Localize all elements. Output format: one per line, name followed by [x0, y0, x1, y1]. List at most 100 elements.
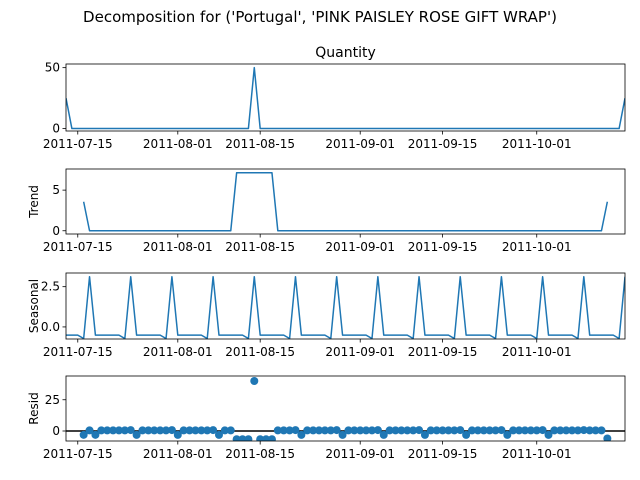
series-line	[66, 275, 625, 339]
x-tick-label: 2011-08-15	[225, 137, 295, 151]
series-line	[82, 171, 609, 232]
resid-point	[532, 426, 541, 435]
resid-point	[250, 377, 259, 385]
resid-point	[244, 435, 253, 441]
resid-point	[603, 434, 612, 441]
resid-point	[409, 426, 418, 435]
x-tick-label: 2011-07-15	[43, 137, 113, 151]
resid-point	[97, 426, 106, 435]
resid-point	[397, 426, 406, 435]
resid-point	[385, 426, 394, 435]
resid-point	[420, 430, 429, 439]
x-tick-label: 2011-09-15	[408, 137, 478, 151]
resid-point	[509, 426, 518, 435]
resid-point	[173, 430, 182, 439]
resid-point	[126, 426, 135, 435]
subplot-title: Quantity	[315, 45, 376, 61]
x-tick-label: 2011-07-15	[43, 240, 113, 254]
resid-point	[497, 426, 506, 435]
resid-point	[320, 426, 329, 435]
resid-point	[456, 426, 465, 435]
y-tick-label: 0.0	[41, 320, 60, 334]
x-tick-label: 2011-09-15	[408, 240, 478, 254]
resid-point	[120, 426, 129, 435]
y-tick-label: 0	[52, 224, 60, 238]
resid-point	[167, 426, 176, 435]
y-tick-label: 0	[52, 424, 60, 438]
resid-point	[585, 426, 594, 435]
x-tick-label: 2011-09-15	[408, 447, 478, 461]
resid-point	[544, 430, 553, 439]
resid-point	[209, 426, 218, 435]
resid-point	[162, 426, 171, 435]
resid-point	[468, 426, 477, 435]
resid-point	[291, 426, 300, 435]
series-line	[66, 66, 625, 130]
resid-point	[279, 426, 288, 435]
x-tick-label: 2011-07-15	[43, 345, 113, 359]
resid-point	[332, 426, 341, 435]
plot-area	[66, 275, 625, 339]
subplot-3: 0.0 2.5 2011-07-15 2011-08-01 2011-08-15 2011…	[27, 272, 626, 359]
resid-point	[367, 426, 376, 435]
y-tick-label: 2.5	[41, 280, 60, 294]
resid-point	[267, 435, 276, 441]
resid-point	[114, 426, 123, 435]
subplot-2: 0 5 2011-07-15 2011-08-01 2011-08-15 2011-09-…	[27, 168, 626, 254]
resid-point	[538, 426, 547, 435]
resid-point	[579, 426, 588, 435]
resid-point	[138, 426, 147, 435]
resid-point	[179, 426, 188, 435]
resid-point	[562, 426, 571, 435]
resid-point	[479, 426, 488, 435]
resid-point	[550, 426, 559, 435]
resid-point	[503, 430, 512, 439]
x-tick-label: 2011-08-01	[143, 240, 213, 254]
resid-point	[226, 426, 235, 435]
y-axis-label: Seasonal	[27, 279, 41, 333]
figure-title: Decomposition for ('Portugal', 'PINK PAI…	[83, 8, 557, 26]
resid-point	[144, 426, 153, 435]
resid-point	[426, 426, 435, 435]
resid-point	[526, 426, 535, 435]
x-tick-label: 2011-10-01	[502, 345, 572, 359]
resid-point	[103, 426, 112, 435]
resid-point	[373, 426, 382, 435]
resid-point	[326, 426, 335, 435]
resid-point	[485, 426, 494, 435]
subplot-1: 0 50 2011-07-15 2011-08-01 2011-08-15 2011-09…	[43, 45, 626, 151]
x-tick-label: 2011-07-15	[43, 447, 113, 461]
resid-point	[391, 426, 400, 435]
x-tick-label: 2011-10-01	[502, 240, 572, 254]
resid-point	[220, 426, 229, 435]
subplot-4: 0 25 2011-07-15 2011-08-01 2011-08-15 2011-09…	[27, 375, 626, 461]
x-tick-label: 2011-08-01	[143, 137, 213, 151]
x-tick-label: 2011-09-01	[325, 447, 395, 461]
resid-point	[344, 426, 353, 435]
x-tick-label: 2011-08-01	[143, 345, 213, 359]
y-tick-label: 0	[52, 122, 60, 136]
resid-point	[185, 426, 194, 435]
resid-point	[520, 426, 529, 435]
resid-point	[462, 430, 471, 439]
x-tick-label: 2011-08-15	[225, 240, 295, 254]
resid-point	[297, 430, 306, 439]
resid-point	[214, 430, 223, 439]
resid-point	[285, 426, 294, 435]
resid-point	[132, 430, 141, 439]
axes-frame	[65, 168, 626, 235]
resid-point	[444, 426, 453, 435]
x-tick-label: 2011-08-01	[143, 447, 213, 461]
plot-area	[66, 66, 625, 130]
resid-point	[473, 426, 482, 435]
resid-point	[303, 426, 312, 435]
resid-point	[91, 430, 100, 439]
x-tick-label: 2011-09-15	[408, 345, 478, 359]
resid-point	[556, 426, 565, 435]
resid-point	[403, 426, 412, 435]
x-tick-label: 2011-10-01	[502, 137, 572, 151]
resid-point	[273, 426, 282, 435]
plot-area	[66, 377, 625, 441]
x-tick-label: 2011-08-15	[225, 345, 295, 359]
